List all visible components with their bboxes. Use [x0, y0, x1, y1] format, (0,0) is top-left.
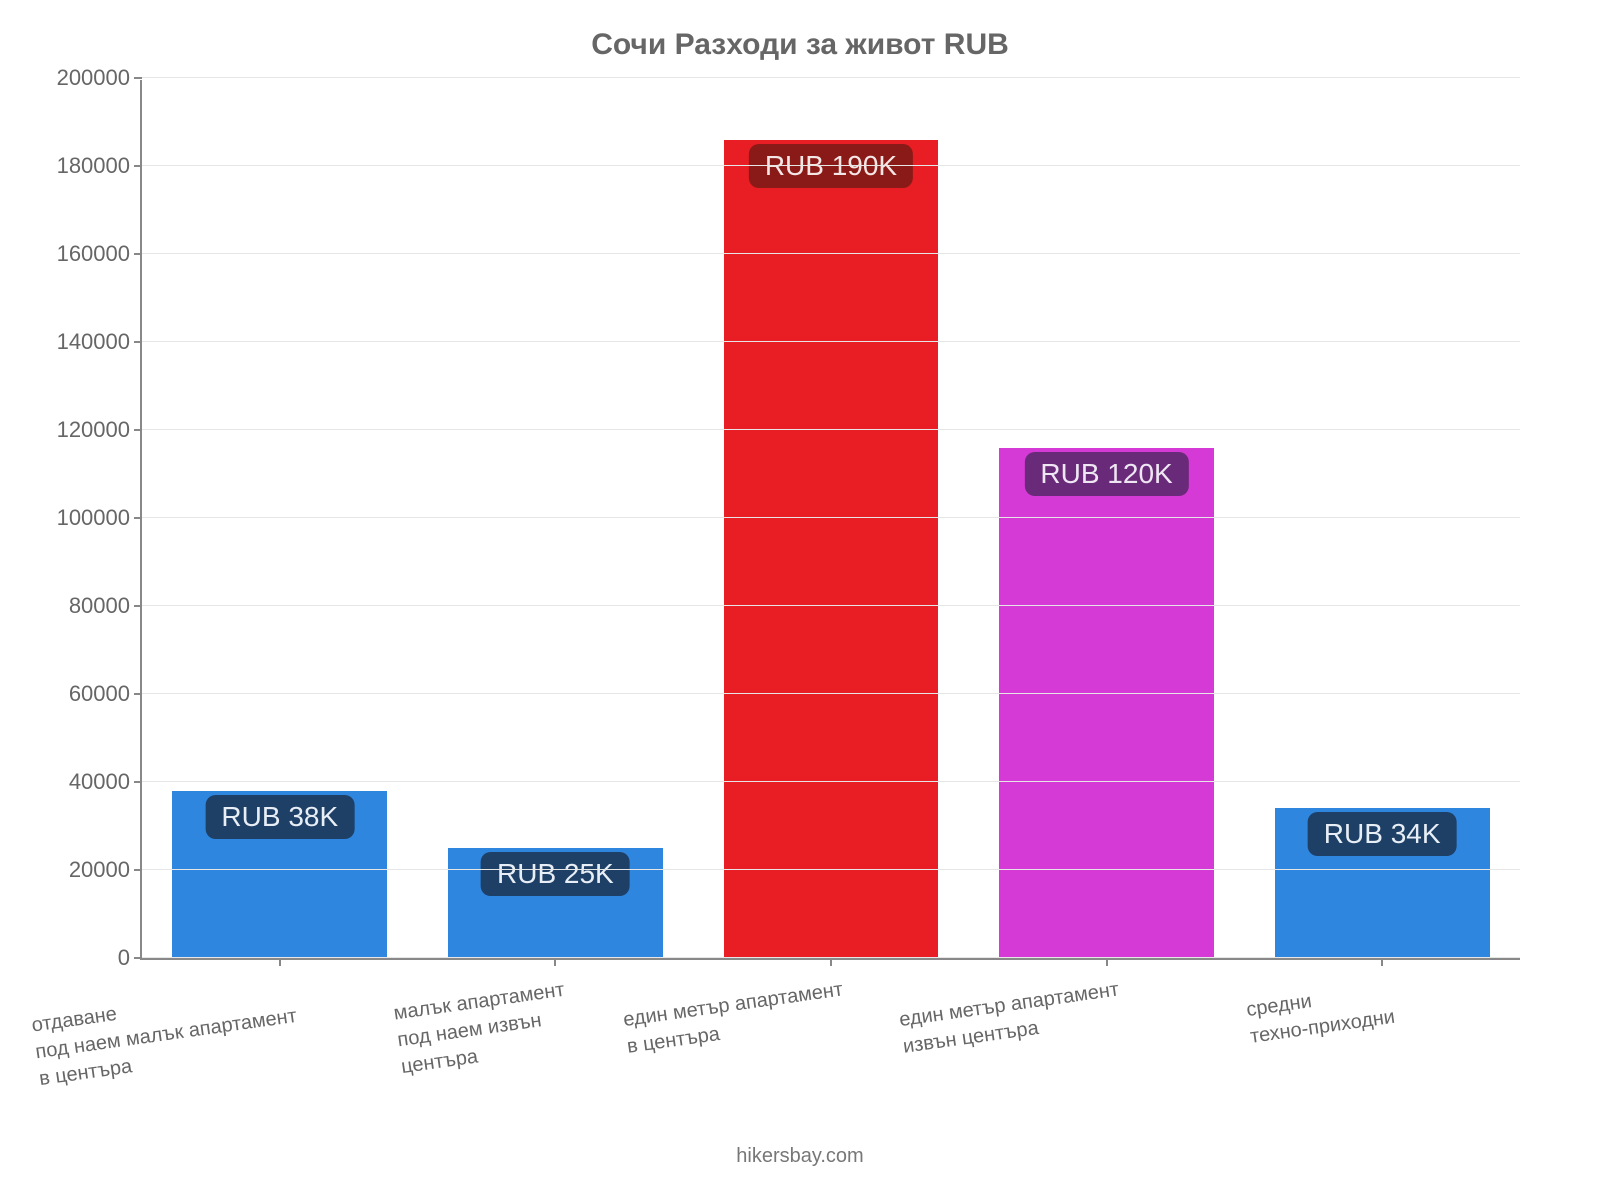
y-tick-mark [134, 605, 142, 607]
x-tick-mark [279, 958, 281, 966]
y-tick-mark [134, 429, 142, 431]
x-axis-label: малък апартамент под наем извън центъра [416, 978, 692, 1138]
y-tick-mark [134, 957, 142, 959]
grid-line [142, 165, 1520, 166]
bar: RUB 120K [999, 448, 1214, 958]
y-tick-mark [134, 77, 142, 79]
x-axis-label: един метър апартамент в центъра [692, 978, 968, 1138]
x-axis-labels: отдаване под наем малък апартамент в цен… [140, 978, 1520, 1138]
chart-title: Сочи Разходи за живот RUB [0, 28, 1600, 62]
x-tick-mark [554, 958, 556, 966]
y-tick-mark [134, 517, 142, 519]
chart-footer: hikersbay.com [0, 1145, 1600, 1168]
value-badge: RUB 120K [1024, 452, 1188, 496]
y-tick-label: 0 [118, 945, 130, 971]
grid-line [142, 781, 1520, 782]
grid-line [142, 253, 1520, 254]
x-axis-label: отдаване под наем малък апартамент в цен… [140, 978, 416, 1138]
grid-line [142, 517, 1520, 518]
plot-area: RUB 38KRUB 25KRUB 190KRUB 120KRUB 34K 02… [140, 80, 1520, 960]
x-axis-label: средни техно-приходни [1244, 978, 1520, 1138]
y-tick-label: 140000 [57, 329, 130, 355]
grid-line [142, 341, 1520, 342]
grid-line [142, 429, 1520, 430]
y-tick-label: 20000 [69, 857, 130, 883]
y-tick-label: 200000 [57, 65, 130, 91]
x-axis-label: един метър апартамент извън центъра [968, 978, 1244, 1138]
y-tick-label: 40000 [69, 769, 130, 795]
y-tick-mark [134, 253, 142, 255]
value-badge: RUB 34K [1308, 812, 1457, 856]
y-tick-label: 100000 [57, 505, 130, 531]
grid-line [142, 77, 1520, 78]
bar: RUB 25K [448, 848, 663, 958]
y-tick-label: 180000 [57, 153, 130, 179]
grid-line [142, 957, 1520, 958]
grid-line [142, 869, 1520, 870]
y-tick-mark [134, 693, 142, 695]
x-axis-label-text: средни техно-приходни [1245, 977, 1397, 1051]
y-tick-mark [134, 869, 142, 871]
x-tick-mark [830, 958, 832, 966]
bar-slot: RUB 190K [693, 80, 969, 958]
bar-slot: RUB 34K [1244, 80, 1520, 958]
y-tick-label: 80000 [69, 593, 130, 619]
grid-line [142, 693, 1520, 694]
x-axis-label-text: малък апартамент под наем извън центъра [392, 977, 574, 1081]
bar: RUB 190K [724, 140, 939, 958]
value-badge: RUB 25K [481, 852, 630, 896]
y-tick-mark [134, 781, 142, 783]
x-tick-mark [1381, 958, 1383, 966]
bar-slot: RUB 25K [418, 80, 694, 958]
bars-group: RUB 38K RUB 25K RUB 190K RUB 120K RUB 34K [142, 80, 1520, 958]
x-tick-mark [1106, 958, 1108, 966]
grid-line [142, 605, 1520, 606]
x-axis-label-text: отдаване под наем малък апартамент в цен… [30, 976, 302, 1093]
y-tick-label: 60000 [69, 681, 130, 707]
y-tick-label: 120000 [57, 417, 130, 443]
y-tick-label: 160000 [57, 241, 130, 267]
value-badge: RUB 38K [205, 795, 354, 839]
bar-slot: RUB 120K [969, 80, 1245, 958]
chart-container: Сочи Разходи за живот RUB RUB 38K RUB 25K… [0, 0, 1600, 1200]
bar: RUB 38K [172, 791, 387, 958]
bar-slot: RUB 38K [142, 80, 418, 958]
y-tick-mark [134, 165, 142, 167]
bar: RUB 34K [1275, 808, 1490, 958]
y-tick-mark [134, 341, 142, 343]
